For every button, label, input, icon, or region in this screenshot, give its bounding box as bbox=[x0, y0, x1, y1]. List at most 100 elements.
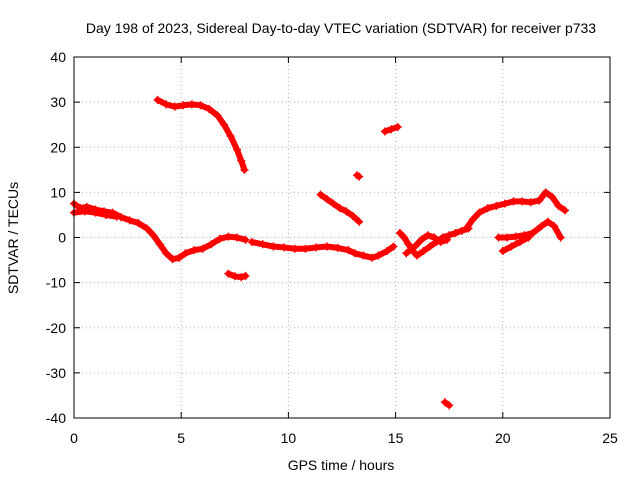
data-point bbox=[142, 224, 151, 233]
data-point bbox=[393, 122, 402, 131]
data-point bbox=[404, 240, 413, 249]
data-point bbox=[443, 235, 452, 244]
data-point bbox=[468, 215, 477, 224]
data-point bbox=[509, 197, 518, 206]
data-point bbox=[290, 244, 299, 253]
data-layer bbox=[70, 95, 569, 410]
data-point bbox=[494, 233, 503, 242]
data-point bbox=[237, 273, 246, 282]
x-axis-title: GPS time / hours bbox=[288, 457, 395, 473]
series-track-8b bbox=[402, 231, 452, 258]
data-point bbox=[153, 95, 162, 104]
data-point bbox=[342, 207, 351, 216]
data-point bbox=[550, 222, 559, 231]
data-point bbox=[258, 240, 267, 249]
x-tick-label: 25 bbox=[602, 430, 618, 446]
series-track-2 bbox=[247, 238, 398, 262]
data-point bbox=[241, 235, 250, 244]
data-point bbox=[462, 224, 471, 233]
data-point bbox=[500, 199, 509, 208]
data-point bbox=[269, 242, 278, 251]
data-point bbox=[322, 195, 331, 204]
x-tick-label: 15 bbox=[388, 430, 404, 446]
data-point bbox=[230, 272, 239, 281]
data-point bbox=[329, 199, 338, 208]
data-point bbox=[556, 233, 565, 242]
data-point bbox=[423, 231, 432, 240]
data-point bbox=[518, 197, 527, 206]
data-point bbox=[515, 238, 524, 247]
data-point bbox=[196, 101, 205, 110]
data-point bbox=[511, 232, 520, 241]
data-point bbox=[220, 120, 229, 129]
data-point bbox=[155, 240, 164, 249]
data-point bbox=[335, 204, 344, 213]
data-point bbox=[205, 104, 214, 113]
series-band bbox=[154, 96, 248, 173]
data-point bbox=[402, 249, 411, 258]
data-point bbox=[312, 243, 321, 252]
data-point bbox=[168, 255, 177, 264]
y-tick-label: -40 bbox=[46, 410, 66, 426]
series-track-8 bbox=[395, 224, 473, 260]
data-point bbox=[359, 251, 368, 260]
data-point bbox=[350, 249, 359, 258]
series-band bbox=[499, 234, 532, 255]
x-tick-label: 0 bbox=[70, 430, 78, 446]
data-point bbox=[383, 247, 392, 256]
data-point bbox=[198, 244, 207, 253]
data-point bbox=[80, 207, 89, 216]
data-point bbox=[503, 233, 512, 242]
data-point bbox=[537, 222, 546, 231]
data-point bbox=[440, 398, 449, 407]
series-track-9 bbox=[440, 398, 454, 410]
data-point bbox=[430, 233, 439, 242]
y-axis-title: SDTVAR / TECUs bbox=[5, 182, 21, 294]
data-point bbox=[368, 253, 377, 262]
data-point bbox=[541, 188, 550, 197]
x-tick-label: 10 bbox=[281, 430, 297, 446]
data-point bbox=[232, 233, 241, 242]
series-track-6 bbox=[353, 171, 364, 181]
x-tick-label: 5 bbox=[177, 430, 185, 446]
data-point bbox=[237, 156, 246, 165]
data-point bbox=[187, 100, 196, 109]
data-point bbox=[125, 216, 134, 225]
chart-title: Day 198 of 2023, Sidereal Day-to-day VTE… bbox=[86, 20, 596, 36]
data-point bbox=[91, 208, 100, 217]
data-point bbox=[301, 244, 310, 253]
data-point bbox=[475, 208, 484, 217]
data-point bbox=[380, 127, 389, 136]
data-point bbox=[419, 247, 428, 256]
data-point bbox=[134, 219, 143, 228]
data-point bbox=[162, 100, 171, 109]
data-point bbox=[389, 242, 398, 251]
data-point bbox=[425, 242, 434, 251]
series-track-7 bbox=[380, 122, 402, 136]
data-point bbox=[232, 145, 241, 154]
y-tick-label: 40 bbox=[50, 49, 66, 65]
data-point bbox=[451, 228, 460, 237]
data-point bbox=[395, 228, 404, 237]
data-point bbox=[333, 243, 342, 252]
data-point bbox=[554, 201, 563, 210]
data-point bbox=[560, 206, 569, 215]
series-band bbox=[463, 189, 568, 232]
data-point bbox=[162, 249, 171, 258]
x-tick-label: 20 bbox=[495, 430, 511, 446]
data-point bbox=[348, 211, 357, 220]
data-point bbox=[417, 235, 426, 244]
data-point bbox=[149, 231, 158, 240]
data-point bbox=[524, 233, 533, 242]
data-point bbox=[241, 271, 250, 280]
data-point bbox=[387, 125, 396, 134]
data-point bbox=[190, 246, 199, 255]
grid-layer bbox=[74, 57, 610, 418]
y-tick-label: 10 bbox=[50, 184, 66, 200]
data-point bbox=[374, 251, 383, 260]
data-point bbox=[213, 111, 222, 120]
data-point bbox=[247, 238, 256, 247]
series-band bbox=[248, 239, 397, 261]
data-point bbox=[526, 198, 535, 207]
